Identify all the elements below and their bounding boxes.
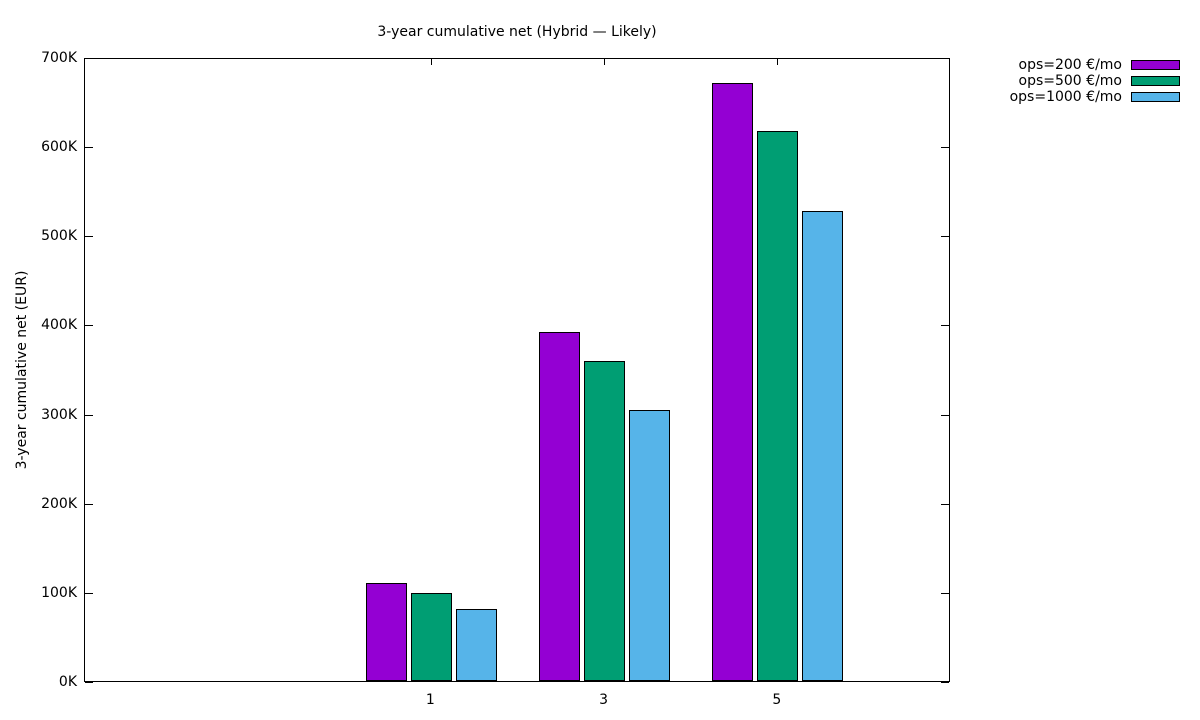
- chart-title: 3-year cumulative net (Hybrid — Likely): [377, 24, 657, 40]
- y-tick-label: 400K: [41, 317, 77, 334]
- x-tick-label: 5: [772, 692, 782, 708]
- y-tick-mark-right: [941, 147, 949, 149]
- legend-swatch: [1131, 60, 1180, 70]
- y-tick-mark-right: [941, 682, 949, 683]
- bar: [539, 332, 581, 681]
- y-tick-label: 300K: [41, 406, 77, 423]
- bar: [629, 410, 671, 681]
- y-tick-mark: [85, 592, 93, 594]
- y-tick-mark: [85, 414, 93, 416]
- bar: [410, 593, 452, 681]
- y-tick-mark: [85, 147, 93, 149]
- x-tick-label: 3: [599, 692, 609, 708]
- y-tick-label: 0K: [58, 674, 77, 690]
- y-tick-label: 200K: [41, 495, 77, 512]
- legend-label: ops=500 €/mo: [1018, 73, 1122, 89]
- legend-row: ops=200 €/mo: [1010, 57, 1180, 73]
- plot-area: [84, 58, 950, 683]
- y-tick-label: 500K: [41, 228, 77, 245]
- y-tick-mark-right: [941, 236, 949, 238]
- bar: [584, 361, 626, 681]
- y-tick-mark-right: [941, 592, 949, 594]
- legend-swatch: [1131, 92, 1180, 102]
- legend-label: ops=1000 €/mo: [1009, 89, 1122, 105]
- y-tick-label: 100K: [41, 584, 77, 601]
- legend-swatch: [1131, 76, 1180, 86]
- y-tick-label: 600K: [41, 139, 77, 156]
- bar: [757, 131, 799, 681]
- x-tick-label: 1: [425, 692, 435, 708]
- y-tick-mark-right: [941, 503, 949, 505]
- x-tick-mark-top: [430, 59, 432, 65]
- legend-row: ops=1000 €/mo: [1010, 89, 1180, 105]
- y-tick-label: 700K: [41, 50, 77, 66]
- legend-label: ops=200 €/mo: [1018, 57, 1122, 73]
- y-tick-mark: [85, 503, 93, 505]
- x-tick-mark-top: [777, 59, 779, 65]
- bar: [802, 211, 844, 681]
- y-axis-label: 3-year cumulative net (EUR): [14, 270, 30, 470]
- y-tick-mark-right: [941, 325, 949, 327]
- legend-row: ops=500 €/mo: [1010, 73, 1180, 89]
- y-tick-mark: [85, 58, 93, 59]
- y-tick-mark: [85, 325, 93, 327]
- x-tick-mark-top: [604, 59, 606, 65]
- legend: ops=200 €/mo ops=500 €/mo ops=1000 €/mo: [1010, 57, 1180, 105]
- y-tick-mark: [85, 682, 93, 683]
- y-tick-mark-right: [941, 414, 949, 416]
- y-tick-mark: [85, 236, 93, 238]
- bar: [455, 609, 497, 681]
- bar: [365, 583, 407, 681]
- y-tick-mark-right: [941, 58, 949, 59]
- bar: [712, 83, 754, 681]
